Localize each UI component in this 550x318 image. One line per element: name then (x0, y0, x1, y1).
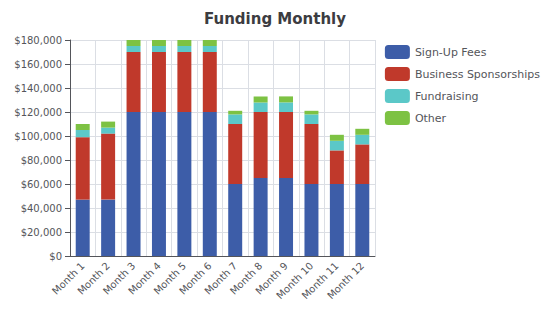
svg-text:$60,000: $60,000 (21, 179, 62, 190)
svg-text:Month 3: Month 3 (100, 260, 138, 297)
svg-text:$120,000: $120,000 (14, 107, 62, 118)
svg-text:$80,000: $80,000 (21, 155, 62, 166)
svg-text:Sign-Up Fees: Sign-Up Fees (415, 46, 487, 59)
svg-text:Month 8: Month 8 (227, 260, 265, 297)
svg-text:$180,000: $180,000 (14, 35, 62, 46)
svg-text:Month 10: Month 10 (274, 260, 316, 302)
svg-text:$40,000: $40,000 (21, 203, 62, 214)
svg-text:$160,000: $160,000 (14, 59, 62, 70)
svg-text:Month 2: Month 2 (75, 260, 112, 297)
svg-text:Month 6: Month 6 (177, 260, 214, 297)
svg-text:Other: Other (415, 112, 447, 125)
svg-text:Month 12: Month 12 (325, 260, 366, 301)
svg-text:Month 9: Month 9 (253, 260, 290, 297)
svg-text:Month 1: Month 1 (49, 260, 87, 297)
svg-text:Fundraising: Fundraising (415, 90, 479, 103)
svg-text:Month 7: Month 7 (202, 260, 240, 297)
svg-text:Funding Monthly: Funding Monthly (204, 10, 346, 28)
svg-text:Business Sponsorships: Business Sponsorships (415, 68, 540, 81)
svg-text:$20,000: $20,000 (21, 227, 62, 238)
svg-text:$140,000: $140,000 (14, 83, 62, 94)
svg-text:Month 11: Month 11 (299, 260, 341, 302)
svg-text:Month 5: Month 5 (151, 260, 189, 297)
svg-text:$100,000: $100,000 (14, 131, 62, 142)
svg-text:$0: $0 (49, 251, 62, 262)
svg-text:Month 4: Month 4 (126, 260, 163, 297)
